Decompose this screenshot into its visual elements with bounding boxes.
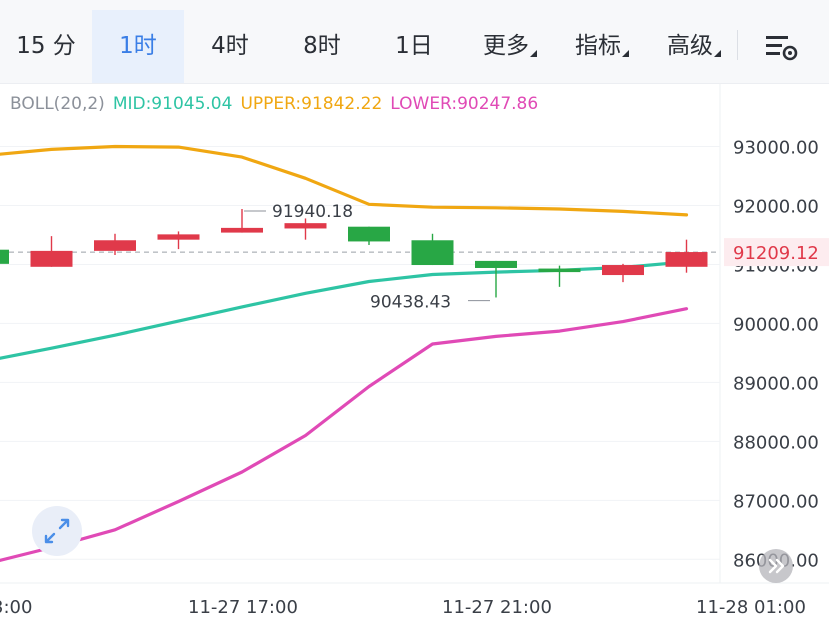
y-tick-label: 93000.00 [733, 138, 819, 159]
timeframe-toolbar: 15 分 1时 4时 8时 1日 更多 指标 高级 [0, 0, 829, 84]
dropdown-caret-icon [714, 50, 721, 57]
dropdown-caret-icon [530, 50, 537, 57]
legend-upper: UPPER:91842.22 [240, 94, 383, 114]
tab-label: 8时 [303, 33, 341, 59]
tab-label: 1时 [119, 33, 157, 59]
x-tick-label: 11-27 21:00 [442, 597, 552, 618]
tab-1h[interactable]: 1时 [92, 10, 184, 83]
candle-body [0, 249, 9, 264]
boll-lower-line [0, 307, 689, 563]
legend-mid: MID:91045.04 [112, 94, 233, 114]
toolbar-divider [737, 30, 738, 60]
tab-4h[interactable]: 4时 [184, 10, 276, 83]
y-tick-label: 89000.00 [733, 373, 819, 394]
y-tick-label: 87000.00 [733, 491, 819, 512]
tab-indicators[interactable]: 指标 [552, 10, 644, 83]
legend-lower: LOWER:90247.86 [390, 94, 539, 114]
candle-body [30, 250, 73, 267]
indicator-name: BOLL(20,2) [10, 94, 105, 114]
x-tick-label: 3:00 [0, 597, 32, 618]
candlestick-chart[interactable]: 93000.0092000.0091000.0090000.0089000.00… [0, 83, 829, 629]
candle-body [157, 234, 200, 240]
chart-settings-icon[interactable] [762, 30, 802, 64]
boll-upper-line [0, 144, 689, 217]
low-price-label: 90438.43 [370, 293, 451, 313]
boll-mid-line [0, 260, 689, 360]
candle-body [602, 265, 644, 276]
tab-label: 4时 [211, 33, 249, 59]
candle-body [221, 227, 263, 233]
candle-body [538, 268, 581, 273]
tab-advanced[interactable]: 高级 [644, 10, 736, 83]
scroll-to-latest-icon[interactable] [759, 549, 793, 583]
last-price-label: 91209.12 [733, 243, 819, 264]
y-tick-label: 90000.00 [733, 314, 819, 335]
expand-icon[interactable] [32, 506, 82, 556]
tab-more[interactable]: 更多 [460, 10, 552, 83]
tab-label: 指标 [575, 33, 621, 59]
tab-label: 1日 [395, 33, 433, 59]
tab-1d[interactable]: 1日 [368, 10, 460, 83]
tab-label: 15 分 [16, 33, 76, 59]
tab-label: 高级 [667, 33, 713, 59]
x-tick-label: 11-27 17:00 [188, 597, 298, 618]
tab-8h[interactable]: 8时 [276, 10, 368, 83]
candles [0, 209, 708, 298]
candle-body [411, 240, 454, 266]
y-tick-label: 88000.00 [733, 432, 819, 453]
candle-body [94, 240, 136, 251]
candle-body [665, 252, 708, 267]
high-price-label: 91940.18 [272, 202, 353, 222]
tab-15m[interactable]: 15 分 [0, 10, 92, 83]
indicator-legend: BOLL(20,2) MID:91045.04 UPPER:91842.22 LOWE… [10, 94, 546, 114]
candle-body [475, 260, 517, 268]
y-tick-label: 92000.00 [733, 196, 819, 217]
tab-label: 更多 [483, 33, 529, 59]
chart-labels: 93000.0092000.0091000.0090000.0089000.00… [0, 138, 829, 618]
dropdown-caret-icon [622, 50, 629, 57]
last-price-badge [724, 238, 829, 267]
x-tick-label: 11-28 01:00 [696, 597, 806, 618]
chart-grid [0, 83, 829, 584]
candle-body [348, 226, 390, 242]
candle-body [284, 223, 327, 229]
